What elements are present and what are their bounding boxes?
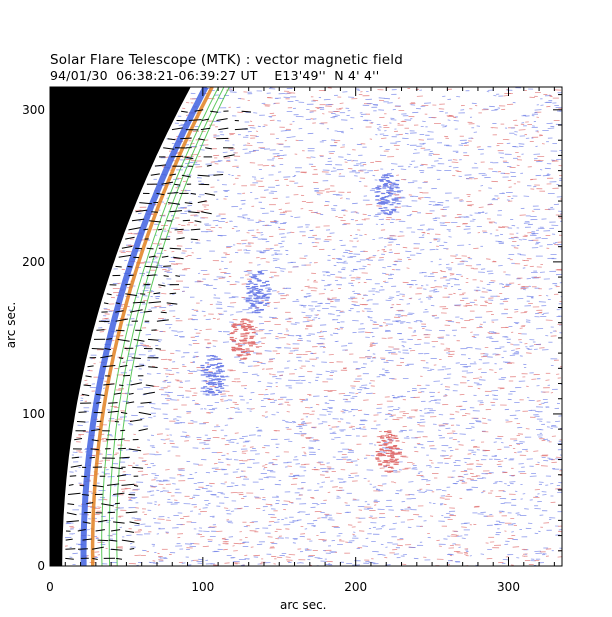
limb-contour [101, 87, 220, 566]
limb-contour [108, 87, 225, 566]
field-vectors [65, 109, 252, 560]
y-tick-label: 200 [22, 255, 45, 269]
field-noise [64, 87, 562, 566]
polarity-feature-positive [375, 430, 402, 473]
x-tick-label: 300 [497, 580, 520, 594]
x-axis-label: arc sec. [280, 598, 327, 612]
chart-title: Solar Flare Telescope (MTK) : vector mag… [50, 52, 403, 68]
polarity-feature-negative [374, 174, 401, 216]
chart-subtitle: 94/01/30 06:38:21-06:39:27 UT E13'49'' N… [50, 68, 380, 83]
polarity-feature-negative [245, 270, 272, 314]
y-tick-label: 100 [22, 407, 45, 421]
plot-frame [49, 86, 563, 567]
off-disk-region [50, 87, 191, 566]
y-tick-label: 0 [37, 559, 45, 573]
limb-contour [80, 87, 209, 566]
polarity-feature-negative [200, 355, 226, 396]
x-tick-label: 100 [191, 580, 214, 594]
x-tick-label: 200 [344, 580, 367, 594]
y-tick-label: 300 [22, 103, 45, 117]
y-axis-label: arc sec. [4, 301, 19, 349]
x-tick-label: 0 [46, 580, 54, 594]
polarity-feature-positive [229, 318, 256, 360]
